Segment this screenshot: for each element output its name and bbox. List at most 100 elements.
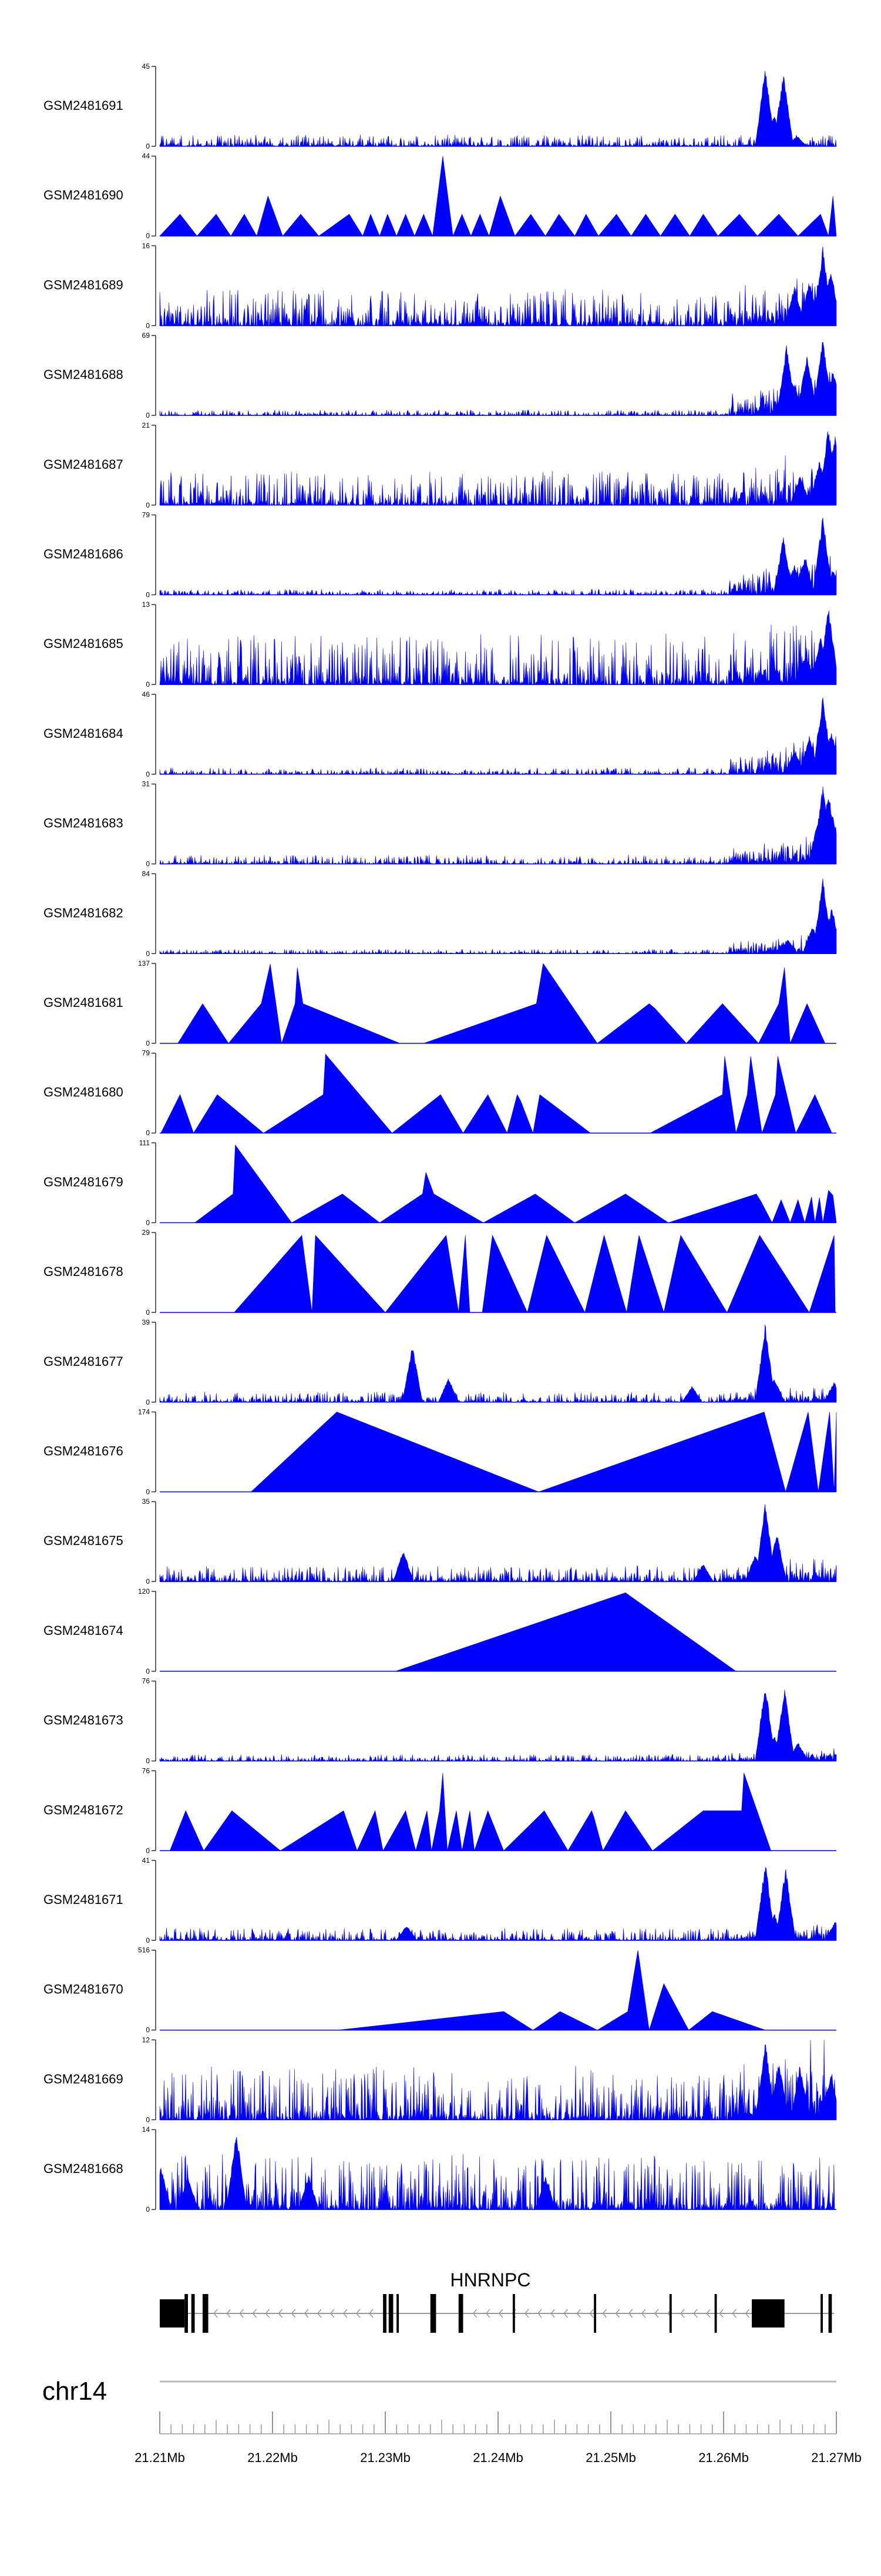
track-label: GSM2481675	[43, 1533, 123, 1548]
track-gsm2481681: GSM2481681 137 0	[43, 959, 836, 1047]
coverage-area	[159, 610, 837, 686]
y-tick-label-min: 0	[146, 1757, 150, 1765]
strand-arrow	[745, 2309, 750, 2318]
strand-arrow	[369, 2309, 374, 2318]
coverage-area	[169, 1772, 772, 1852]
y-tick-label-min: 0	[146, 501, 150, 509]
coverage-area	[159, 1504, 837, 1583]
y-tick-label-max: 41	[142, 1856, 150, 1865]
y-tick-label-max: 516	[138, 1946, 150, 1954]
y-tick-label-min: 0	[146, 2115, 150, 2124]
strand-arrow	[485, 2309, 490, 2318]
y-tick-label-min: 0	[146, 232, 150, 240]
gene-name-label: HNRNPC	[450, 2269, 531, 2290]
coverage-area	[194, 1144, 837, 1224]
strand-arrow	[213, 2309, 218, 2318]
track-label: GSM2481676	[43, 1444, 123, 1459]
track-gsm2481669: GSM2481669 12 0	[43, 2036, 837, 2124]
exon	[821, 2294, 823, 2333]
coverage-area	[159, 2137, 836, 2211]
coverage-area	[250, 1412, 837, 1493]
coverage-area	[338, 1950, 766, 2031]
strand-arrow	[278, 2309, 283, 2318]
y-tick-label-max: 35	[142, 1497, 150, 1506]
coverage-area	[159, 156, 837, 237]
strand-arrow	[304, 2309, 309, 2318]
y-tick-label-max: 13	[142, 600, 150, 609]
strand-arrow	[291, 2309, 296, 2318]
y-tick-label-min: 0	[146, 1039, 150, 1047]
strand-arrow	[589, 2309, 594, 2318]
coverage-area	[395, 1592, 737, 1672]
strand-arrow	[265, 2309, 270, 2318]
y-tick-label-max: 174	[138, 1408, 150, 1416]
track-label: GSM2481678	[43, 1264, 123, 1279]
track-gsm2481670: GSM2481670 516 0	[43, 1946, 836, 2034]
exon	[594, 2294, 597, 2333]
strand-arrow	[732, 2309, 737, 2318]
strand-arrow	[576, 2309, 581, 2318]
y-tick-label-min: 0	[146, 142, 150, 150]
y-tick-label-min: 0	[146, 1398, 150, 1406]
track-gsm2481689: GSM2481689 16 0	[43, 241, 837, 330]
track-gsm2481676: GSM2481676 174 0	[43, 1408, 837, 1496]
strand-arrow	[654, 2309, 659, 2318]
y-tick-label-min: 0	[146, 1488, 150, 1496]
strand-arrow	[356, 2309, 361, 2318]
y-tick-label-min: 0	[146, 1577, 150, 1586]
exon	[383, 2294, 386, 2333]
track-gsm2481685: GSM2481685 13 0	[43, 600, 837, 688]
exon	[714, 2294, 717, 2333]
y-tick-label-min: 0	[146, 860, 150, 868]
track-label: GSM2481677	[43, 1354, 123, 1369]
chromosome-label: chr14	[42, 2377, 107, 2406]
y-tick-label-min: 0	[146, 1667, 150, 1675]
exon	[752, 2299, 785, 2328]
track-gsm2481668: GSM2481668 14 0	[43, 2125, 836, 2214]
strand-arrow	[472, 2309, 478, 2318]
track-gsm2481691: GSM2481691 45 0	[43, 62, 837, 150]
y-tick-label-max: 111	[139, 1138, 150, 1147]
exon	[202, 2294, 209, 2333]
x-tick-label: 21.24Mb	[473, 2450, 523, 2465]
strand-arrow	[317, 2309, 322, 2318]
y-tick-label-min: 0	[146, 949, 150, 958]
coverage-area	[159, 1690, 837, 1762]
track-label: GSM2481673	[43, 1713, 123, 1728]
track-label: GSM2481681	[43, 995, 123, 1010]
track-label: GSM2481684	[43, 726, 123, 741]
track-gsm2481690: GSM2481690 44 0	[43, 152, 837, 240]
strand-arrow	[719, 2309, 724, 2318]
exon	[396, 2294, 399, 2333]
y-tick-label-max: 46	[142, 690, 150, 698]
y-tick-label-max: 76	[142, 1766, 150, 1775]
coverage-area	[159, 878, 837, 955]
track-label: GSM2481672	[43, 1802, 123, 1817]
exon	[828, 2294, 832, 2333]
strand-arrow	[252, 2309, 257, 2318]
track-label: GSM2481679	[43, 1174, 123, 1189]
y-tick-label-max: 14	[142, 2125, 150, 2134]
coverage-area	[159, 431, 837, 506]
track-gsm2481672: GSM2481672 76 0	[43, 1766, 836, 1855]
y-tick-label-min: 0	[146, 1846, 150, 1855]
track-label: GSM2481687	[43, 457, 123, 472]
track-label: GSM2481671	[43, 1892, 123, 1907]
y-tick-label-max: 137	[138, 959, 150, 968]
track-gsm2481686: GSM2481686 79 0	[43, 511, 837, 599]
track-gsm2481680: GSM2481680 79 0	[43, 1049, 836, 1137]
track-gsm2481674: GSM2481674 120 0	[43, 1587, 836, 1675]
track-gsm2481682: GSM2481682 84 0	[43, 869, 837, 958]
strand-arrow	[342, 2309, 348, 2318]
exon	[669, 2294, 672, 2333]
strand-arrow	[628, 2309, 633, 2318]
strand-arrow	[641, 2309, 646, 2318]
track-label: GSM2481682	[43, 905, 123, 920]
track-label: GSM2481680	[43, 1085, 123, 1100]
coverage-area	[159, 70, 837, 147]
y-tick-label-min: 0	[146, 321, 150, 330]
exon	[388, 2294, 394, 2333]
y-tick-label-max: 76	[142, 1677, 150, 1685]
